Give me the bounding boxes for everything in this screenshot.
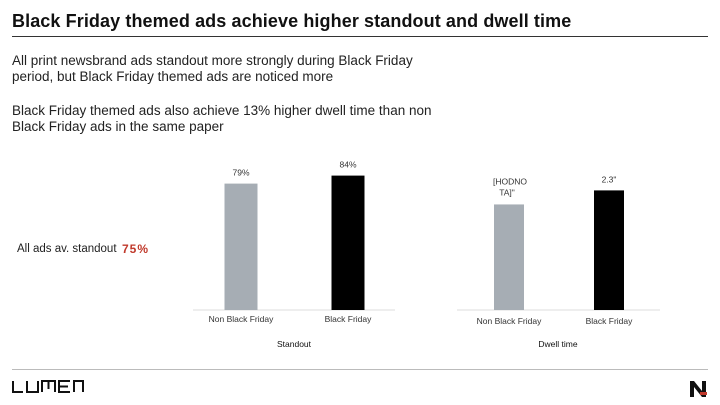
lumen-logo	[12, 380, 84, 393]
standout-category-label-black-friday: Black Friday	[325, 314, 373, 324]
standout-bar-black-friday	[331, 175, 365, 310]
intro-paragraph-standout: All print newsbrand ads standout more st…	[12, 53, 413, 84]
dwell-value-label-non-black-friday: [HODNO TA]"	[493, 176, 527, 197]
standout-value-label-non-black-friday: 79%	[232, 168, 249, 178]
footer-divider	[12, 369, 708, 370]
average-standout-value: 75%	[122, 242, 150, 256]
dwell-category-label-non-black-friday: Non Black Friday	[477, 316, 542, 326]
dwell-value-label-black-friday: 2.3"	[602, 174, 617, 184]
average-standout-label: All ads av. standout	[17, 243, 117, 255]
dwell-time-chart: [HODNO TA]" Non Black Friday 2.3" Black Frid…	[457, 174, 660, 349]
title-divider	[12, 36, 708, 37]
dwell-category-label-black-friday: Black Friday	[586, 316, 634, 326]
newsbrand-logo	[688, 379, 708, 399]
dwell-bar-black-friday	[594, 190, 624, 310]
standout-bar-non-black-friday	[224, 183, 258, 310]
standout-value-label-black-friday: 84%	[339, 160, 356, 170]
dwell-axis-label: Dwell time	[538, 339, 577, 349]
standout-axis-label: Standout	[277, 339, 312, 349]
standout-chart: 79% Non Black Friday 84% Black Friday Stando…	[193, 160, 395, 349]
standout-category-label-non-black-friday: Non Black Friday	[209, 314, 274, 324]
page-title: Black Friday themed ads achieve higher s…	[12, 11, 572, 31]
dwell-bar-non-black-friday	[494, 204, 524, 310]
intro-paragraph-dwell-time: Black Friday themed ads also achieve 13%…	[12, 103, 432, 134]
